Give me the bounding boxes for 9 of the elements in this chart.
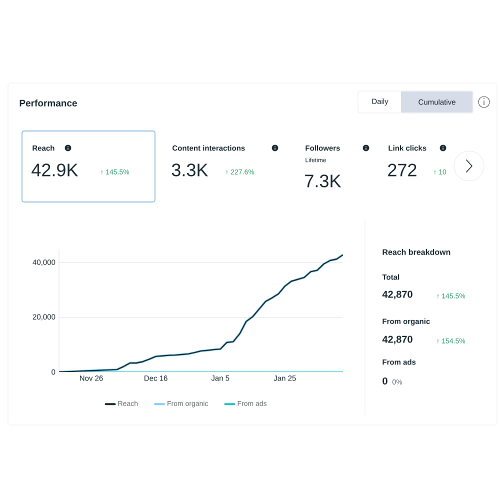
text: 42.9K — [32, 164, 78, 176]
text: 3.3K — [172, 164, 208, 176]
text: 42,870 — [382, 336, 412, 344]
text: 7.3K — [305, 174, 342, 188]
text: Reach breakdown — [382, 249, 450, 255]
chart-title: Performance — [20, 100, 77, 106]
text: 272 — [388, 164, 416, 176]
text: 0 — [382, 377, 388, 385]
text: 42,870 — [382, 290, 412, 300]
